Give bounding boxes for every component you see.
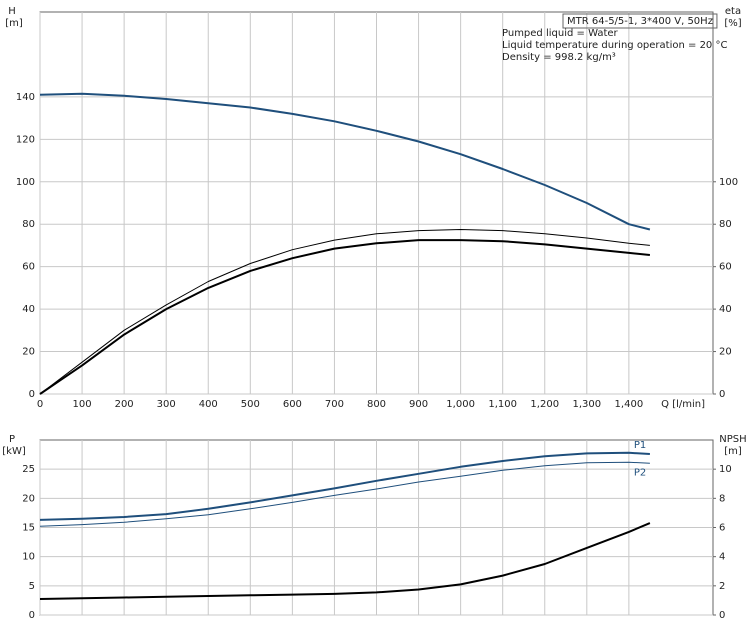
x-tick-label: 600	[283, 399, 302, 410]
y2-tick-label: 2	[719, 581, 725, 592]
series-line	[39, 522, 651, 600]
y2-tick-label: 8	[719, 493, 725, 504]
x-tick-label: 300	[157, 399, 176, 410]
series-line	[39, 229, 650, 395]
series-line	[39, 461, 650, 527]
y-axis-label: H	[8, 6, 16, 17]
y2-tick-label: 40	[719, 304, 732, 315]
x-tick-label: 100	[73, 399, 92, 410]
y-axis-label: P	[9, 434, 15, 445]
y-axis-unit: [kW]	[2, 446, 26, 457]
y2-tick-label: 0	[719, 610, 725, 621]
y2-tick-label: 10	[719, 464, 732, 475]
x-tick-label: 1,300	[572, 399, 601, 410]
y2-tick-label: 6	[719, 523, 725, 534]
x-tick-label: 700	[325, 399, 344, 410]
x-tick-label: 0	[37, 399, 43, 410]
y-tick-label: 15	[22, 523, 35, 534]
series-label: P1	[634, 440, 646, 451]
y-tick-label: 100	[16, 177, 35, 188]
y2-tick-label: 100	[719, 177, 738, 188]
x-tick-label: 200	[115, 399, 134, 410]
x-axis-label: Q [l/min]	[661, 399, 705, 410]
info-text: Pumped liquid = Water	[502, 28, 619, 39]
y2-axis-label: NPSH	[719, 434, 746, 445]
y-tick-label: 10	[22, 552, 35, 563]
y-tick-label: 60	[22, 262, 35, 273]
info-text: MTR 64-5/5-1, 3*400 V, 50Hz	[567, 16, 713, 27]
y2-tick-label: 0	[719, 389, 725, 400]
series-label: P2	[634, 467, 646, 478]
y2-tick-label: 60	[719, 262, 732, 273]
x-tick-label: 900	[409, 399, 428, 410]
info-box	[562, 13, 718, 29]
y-tick-label: 20	[22, 493, 35, 504]
y-tick-label: 25	[22, 464, 35, 475]
x-tick-label: 1,100	[488, 399, 517, 410]
y-tick-label: 140	[16, 92, 35, 103]
y2-tick-label: 80	[719, 219, 732, 230]
y-tick-label: 0	[29, 389, 35, 400]
y-tick-label: 0	[29, 610, 35, 621]
y-tick-label: 40	[22, 304, 35, 315]
x-tick-label: 800	[367, 399, 386, 410]
y2-tick-label: 4	[719, 552, 725, 563]
info-text: Density = 998.2 kg/m³	[502, 52, 616, 63]
y-tick-label: 20	[22, 347, 35, 358]
series-line	[39, 239, 650, 395]
x-tick-label: 1,000	[446, 399, 475, 410]
y2-axis-unit: [m]	[724, 446, 742, 457]
y-axis-unit: [m]	[5, 18, 23, 29]
y2-axis-label: eta	[725, 6, 741, 17]
y2-tick-label: 20	[719, 347, 732, 358]
info-text: Liquid temperature during operation = 20…	[502, 40, 727, 51]
series-line	[39, 451, 650, 521]
y-tick-label: 120	[16, 134, 35, 145]
x-tick-label: 1,200	[530, 399, 559, 410]
y2-axis-unit: [%]	[724, 18, 741, 29]
y-tick-label: 5	[29, 581, 35, 592]
x-tick-label: 400	[199, 399, 218, 410]
y-tick-label: 80	[22, 219, 35, 230]
series-line	[39, 92, 651, 231]
x-tick-label: 500	[241, 399, 260, 410]
x-tick-label: 1,400	[615, 399, 644, 410]
